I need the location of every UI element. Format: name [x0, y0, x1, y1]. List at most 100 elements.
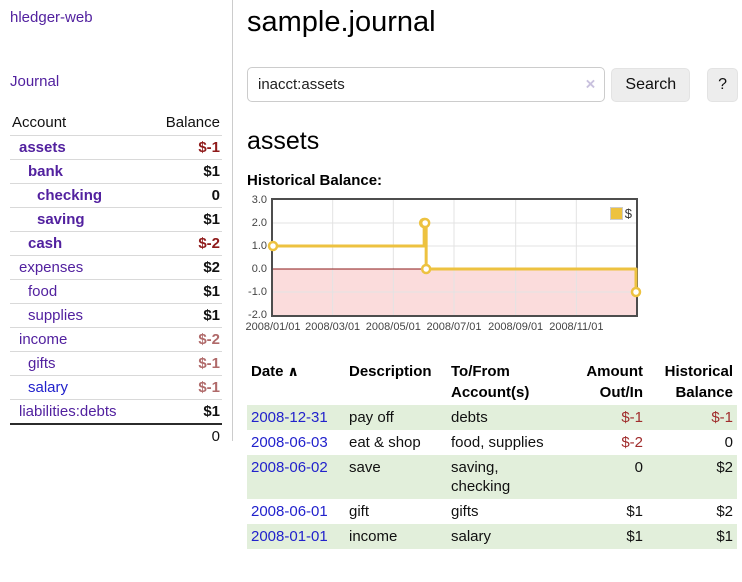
account-row: salary $-1 — [10, 375, 222, 400]
transaction-balance: $-1 — [647, 405, 737, 430]
transaction-balance: 0 — [724, 434, 733, 451]
y-axis-labels: 3.0 2.0 1.0 0.0 -1.0 -2.0 — [247, 194, 269, 321]
page-title: sample.journal — [247, 6, 436, 38]
account-balance: $-1 — [147, 135, 222, 160]
y-tick-label: 0.0 — [251, 263, 267, 275]
account-link-liabilities-debts[interactable]: liabilities:debts — [19, 403, 117, 420]
transaction-row: 2008-06-02 save saving, checking 0 $2 — [247, 455, 737, 499]
transaction-date-link[interactable]: 2008-12-31 — [251, 409, 328, 426]
transaction-date-link[interactable]: 2008-06-01 — [251, 503, 328, 520]
account-balance: 0 — [147, 183, 222, 208]
transaction-description: gift — [349, 503, 370, 520]
transaction-amount: $1 — [626, 503, 643, 520]
transaction-amount: $-1 — [563, 405, 647, 430]
account-balance: $-2 — [147, 327, 222, 352]
account-link-checking[interactable]: checking — [37, 187, 103, 204]
y-tick-label: -2.0 — [248, 309, 267, 321]
account-row: liabilities:debts $1 — [10, 399, 222, 425]
transaction-amount: $-2 — [621, 434, 643, 451]
transaction-date-link[interactable]: 2008-06-03 — [251, 434, 328, 451]
search-input[interactable] — [247, 67, 606, 102]
account-balance: $1 — [147, 279, 222, 304]
accounts-total-row: 0 — [10, 423, 222, 448]
chart-title: Historical Balance: — [247, 172, 383, 189]
account-link-bank[interactable]: bank — [28, 163, 64, 180]
account-balance: $1 — [147, 207, 222, 232]
account-balance: $-1 — [147, 351, 222, 376]
clear-search-icon[interactable]: × — [585, 74, 596, 94]
account-link-income[interactable]: income — [19, 331, 68, 348]
account-balance: $-2 — [147, 231, 222, 256]
chart-plot — [267, 200, 642, 315]
col-header-amount: Amount Out/In — [586, 363, 643, 401]
register-header-row: Date ∧ Description To/From Account(s) Amou… — [247, 359, 737, 405]
account-balance: $1 — [147, 159, 222, 184]
account-link-saving[interactable]: saving — [37, 211, 85, 228]
sidebar-item-journal[interactable]: Journal — [10, 73, 60, 90]
chart-plot-area: $ — [267, 198, 642, 317]
sort-asc-icon: ∧ — [287, 363, 299, 379]
legend-swatch-icon — [609, 207, 623, 220]
account-row: cash $-2 — [10, 231, 222, 256]
transaction-row: 2008-06-03 eat & shop food, supplies $-2… — [247, 430, 737, 455]
transaction-row: 2008-06-01 gift gifts $1 $2 — [247, 499, 737, 524]
x-tick-label: 2008/05/01 — [365, 321, 421, 333]
transaction-accounts: saving, checking — [447, 455, 563, 499]
account-row: assets $-1 — [10, 135, 222, 160]
register-table: Date ∧ Description To/From Account(s) Amou… — [247, 359, 737, 549]
transaction-description: pay off — [345, 405, 447, 430]
accounts-total: 0 — [147, 423, 222, 448]
account-row: supplies $1 — [10, 303, 222, 328]
transaction-row: 2008-12-31 pay off debts $-1 $-1 — [247, 405, 737, 430]
transaction-description: income — [345, 524, 447, 549]
accounts-header-account: Account — [10, 111, 148, 136]
account-balance: $1 — [147, 303, 222, 328]
account-row: checking 0 — [10, 183, 222, 208]
col-header-accounts: To/From Account(s) — [451, 363, 530, 401]
app-title-link[interactable]: hledger-web — [10, 9, 93, 26]
help-button[interactable]: ? — [707, 67, 738, 102]
search-button[interactable]: Search — [611, 67, 691, 102]
account-link-cash[interactable]: cash — [28, 235, 63, 252]
account-link-expenses[interactable]: expenses — [19, 259, 84, 276]
transaction-accounts: food, supplies — [451, 434, 544, 451]
account-link-salary[interactable]: salary — [28, 379, 69, 396]
account-balance: $-1 — [147, 375, 222, 400]
transaction-date-link[interactable]: 2008-01-01 — [251, 528, 328, 545]
x-tick-label: 2008/01/01 — [245, 321, 301, 333]
account-row: saving $1 — [10, 207, 222, 232]
account-balance: $2 — [147, 255, 222, 280]
transaction-accounts: gifts — [451, 503, 479, 520]
account-row: income $-2 — [10, 327, 222, 352]
accounts-table: Account Balance assets $-1 bank $1 checkin… — [10, 111, 222, 448]
main-content: sample.journal × Search ? assets Histori… — [245, 0, 738, 549]
x-tick-label: 2008/03/01 — [305, 321, 361, 333]
account-heading: assets — [247, 127, 320, 155]
transaction-description: save — [345, 455, 447, 499]
y-tick-label: 1.0 — [251, 240, 267, 252]
account-row: expenses $2 — [10, 255, 222, 280]
account-link-food[interactable]: food — [28, 283, 58, 300]
sidebar: hledger-web Journal Account Balance asse… — [0, 0, 233, 448]
account-link-supplies[interactable]: supplies — [28, 307, 84, 324]
transaction-amount: 0 — [563, 455, 647, 499]
account-link-gifts[interactable]: gifts — [28, 355, 56, 372]
chart-legend: $ — [608, 206, 633, 221]
account-row: gifts $-1 — [10, 351, 222, 376]
x-axis-labels: 2008/01/01 2008/03/01 2008/05/01 2008/07/01… — [245, 320, 634, 335]
accounts-header-balance: Balance — [147, 111, 222, 136]
x-tick-label: 2008/11/01 — [549, 321, 604, 333]
account-balance: $1 — [147, 399, 222, 425]
search-form: × Search ? — [247, 67, 738, 102]
transaction-description: eat & shop — [349, 434, 421, 451]
y-tick-label: 2.0 — [251, 217, 267, 229]
transaction-date-link[interactable]: 2008-06-02 — [251, 459, 328, 476]
x-tick-label: 2008/07/01 — [426, 321, 482, 333]
transaction-balance: $2 — [647, 455, 737, 499]
search-box: × — [247, 67, 606, 102]
transaction-amount: $1 — [563, 524, 647, 549]
account-link-assets[interactable]: assets — [19, 139, 66, 156]
legend-label: $ — [624, 206, 632, 221]
transaction-row: 2008-01-01 income salary $1 $1 — [247, 524, 737, 549]
col-header-description: Description — [349, 363, 432, 380]
